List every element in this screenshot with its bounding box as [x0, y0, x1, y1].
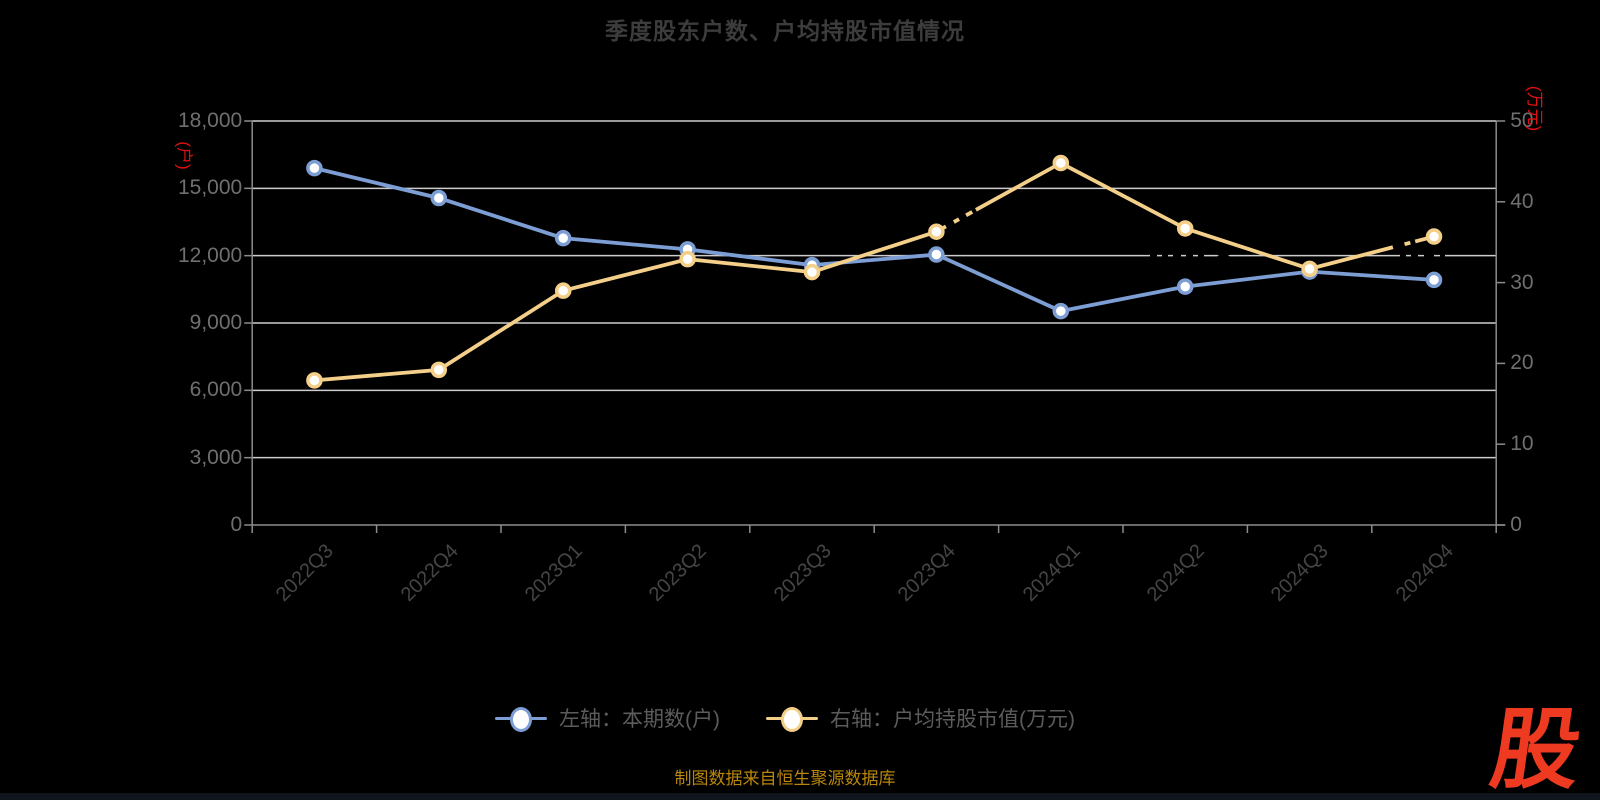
logo-gu: 股 — [1485, 700, 1588, 799]
data-point-market-value-2024Q2[interactable] — [1176, 220, 1194, 237]
data-point-shareholders-2024Q4[interactable] — [1425, 271, 1443, 289]
data-point-market-value-2023Q3[interactable] — [803, 263, 821, 281]
watermark-dash — [944, 207, 978, 229]
data-point-market-value-2023Q2[interactable] — [679, 250, 696, 268]
legend-item-market-value[interactable]: 右轴：户均持股市值(万元) — [766, 703, 1075, 733]
data-point-market-value-2024Q3[interactable] — [1301, 260, 1318, 278]
watermark-dash — [1392, 237, 1422, 250]
data-point-market-value-2024Q1[interactable] — [1052, 154, 1070, 172]
legend-item-shareholders[interactable]: 左轴：本期数(户) — [495, 703, 720, 733]
data-point-shareholders-2023Q1[interactable] — [554, 229, 572, 247]
watermark-dash — [1213, 250, 1234, 262]
legend-label-market-value: 右轴：户均持股市值(万元) — [830, 708, 1075, 731]
series-line-market-value — [312, 161, 1436, 383]
series-line-shareholders — [312, 166, 1436, 314]
data-point-shareholders-2022Q4[interactable] — [430, 189, 448, 207]
legend-label-shareholders: 左轴：本期数(户) — [559, 708, 720, 731]
data-point-market-value-2022Q3[interactable] — [306, 372, 323, 389]
right-axis-unit-label: (万元) — [1525, 85, 1545, 132]
data-point-shareholders-2024Q2[interactable] — [1176, 278, 1194, 295]
legend-marker-yellow-icon — [766, 706, 818, 732]
data-source-note: 制图数据来自恒生聚源数据库 — [674, 769, 896, 788]
data-point-shareholders-2024Q1[interactable] — [1052, 302, 1070, 320]
data-point-market-value-2024Q4[interactable] — [1425, 228, 1443, 245]
bottom-bar — [0, 793, 1600, 800]
data-point-market-value-2023Q4[interactable] — [928, 223, 945, 240]
chart-title: 季度股东户数、户均持股市值情况 — [605, 18, 965, 44]
data-point-shareholders-2023Q4[interactable] — [928, 246, 945, 263]
data-point-market-value-2023Q1[interactable] — [554, 282, 572, 299]
legend: 左轴：本期数(户) 右轴：户均持股市值(万元) — [0, 703, 1570, 733]
left-axis-unit-label: (户) — [174, 141, 194, 170]
data-point-market-value-2022Q4[interactable] — [430, 361, 448, 379]
data-point-shareholders-2022Q3[interactable] — [306, 159, 323, 177]
legend-marker-blue-icon — [495, 706, 547, 732]
